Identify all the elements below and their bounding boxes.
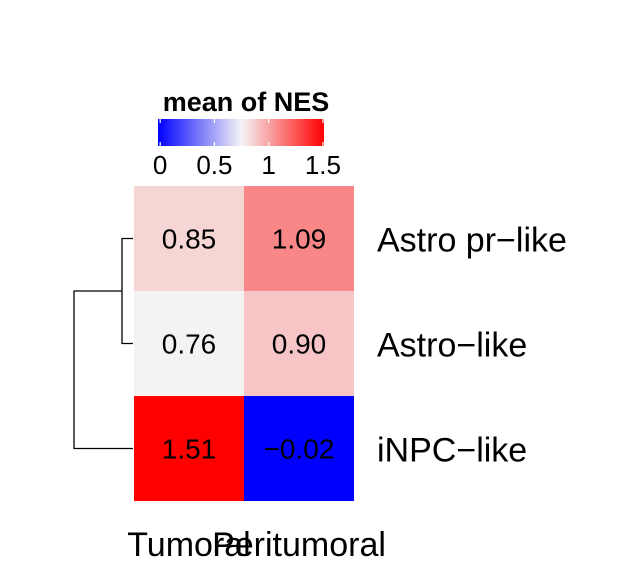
- heatmap-cell: [244, 396, 354, 501]
- heatmap-cells: 0.85 1.09 0.76 0.90 1.51 −0.02: [134, 186, 354, 501]
- heatmap-cell: [134, 291, 244, 396]
- cell-value-label: 0.90: [272, 329, 327, 360]
- row-labels: Astro pr−like Astro−like iNPC−like: [377, 222, 567, 470]
- legend-color-bar: [158, 119, 324, 146]
- legend-tick-label: 0: [153, 150, 167, 180]
- legend-tick-label: 0.5: [196, 150, 232, 180]
- cell-value-label: −0.02: [264, 434, 335, 465]
- column-label: Tumoral: [127, 526, 250, 564]
- column-label: Peritumoral: [212, 526, 386, 564]
- cell-value-label: 0.85: [162, 224, 217, 255]
- legend-gradient: [158, 119, 324, 146]
- row-dendrogram: [73, 237, 133, 450]
- cell-value-label: 1.09: [272, 224, 327, 255]
- row-label: Astro−like: [377, 327, 527, 365]
- legend-tick-label: 1: [261, 150, 275, 180]
- legend-tick-label: 1.5: [305, 150, 341, 180]
- heatmap-cell: [134, 396, 244, 501]
- row-label: Astro pr−like: [377, 222, 567, 260]
- legend-ticks: 0 0.5 1 1.5: [153, 119, 341, 180]
- dendrogram-branch: [121, 237, 133, 345]
- row-label: iNPC−like: [377, 432, 527, 470]
- heatmap-cell: [134, 186, 244, 291]
- legend-title: mean of NES: [163, 87, 330, 117]
- cell-value-label: 1.51: [162, 434, 217, 465]
- cell-value-label: 0.76: [162, 329, 217, 360]
- heatmap-cell: [244, 291, 354, 396]
- heatmap-cell: [244, 186, 354, 291]
- dendrogram-branch: [73, 290, 133, 450]
